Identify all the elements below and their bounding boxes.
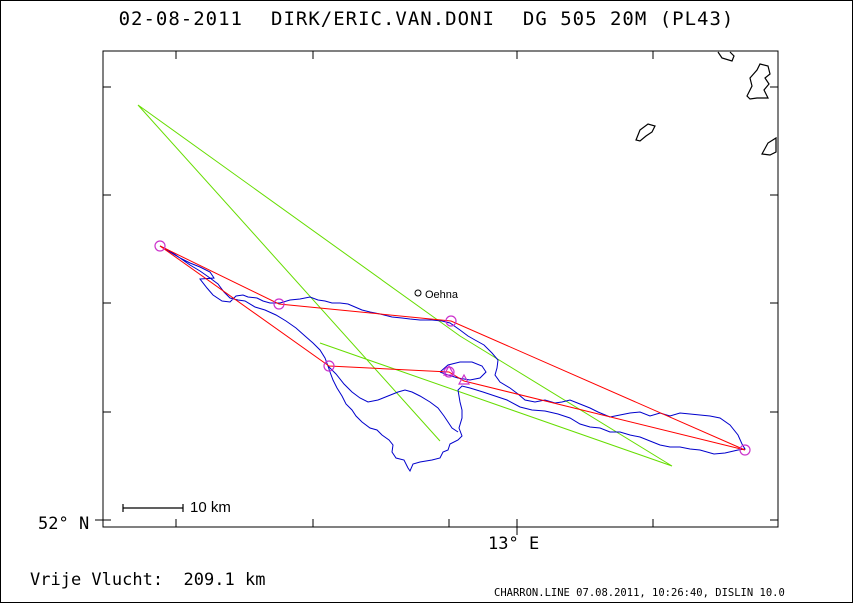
pilot-names: DIRK/ERIC.VAN.DONI (271, 8, 495, 30)
turnpoints[interactable] (154, 240, 751, 456)
gps-track-south (327, 365, 459, 433)
scale-label: 10 km (190, 499, 231, 516)
turnpoint-3 (445, 315, 457, 327)
credit-line: CHARRON.LINE 07.08.2011, 10:26:40, DISLI… (494, 587, 785, 599)
finish-marker (457, 373, 471, 385)
distance-label: Vrije Vlucht: (30, 570, 164, 590)
task-lines (159, 245, 746, 451)
gps-track-loop (439, 361, 487, 381)
latitude-label: 52° N (38, 514, 90, 534)
axis-ticks (95, 51, 778, 535)
turnpoint-start (154, 240, 166, 252)
turnpoint-2 (273, 298, 285, 310)
town-marker (414, 289, 422, 297)
longitude-label: 13° E (488, 534, 540, 554)
map-border (102, 50, 779, 528)
flight-title: 02-08-2011 DIRK/ERIC.VAN.DONI DG 505 20M (… (0, 8, 853, 30)
start-marker (442, 364, 456, 376)
turnpoint-5 (323, 360, 335, 372)
flight-date: 02-08-2011 (118, 8, 243, 30)
place-label-oehna: Oehna (425, 289, 459, 301)
glider-id: DG 505 20M (PL43) (522, 8, 735, 30)
scale-bar (122, 504, 184, 512)
distance-readout: Vrije Vlucht: 209.1 km (30, 570, 265, 590)
distance-value: 209.1 km (183, 570, 266, 590)
turnpoint-4 (739, 444, 751, 456)
sector-lines (137, 104, 673, 467)
gps-track (159, 245, 746, 473)
lake-outlines (635, 51, 777, 156)
